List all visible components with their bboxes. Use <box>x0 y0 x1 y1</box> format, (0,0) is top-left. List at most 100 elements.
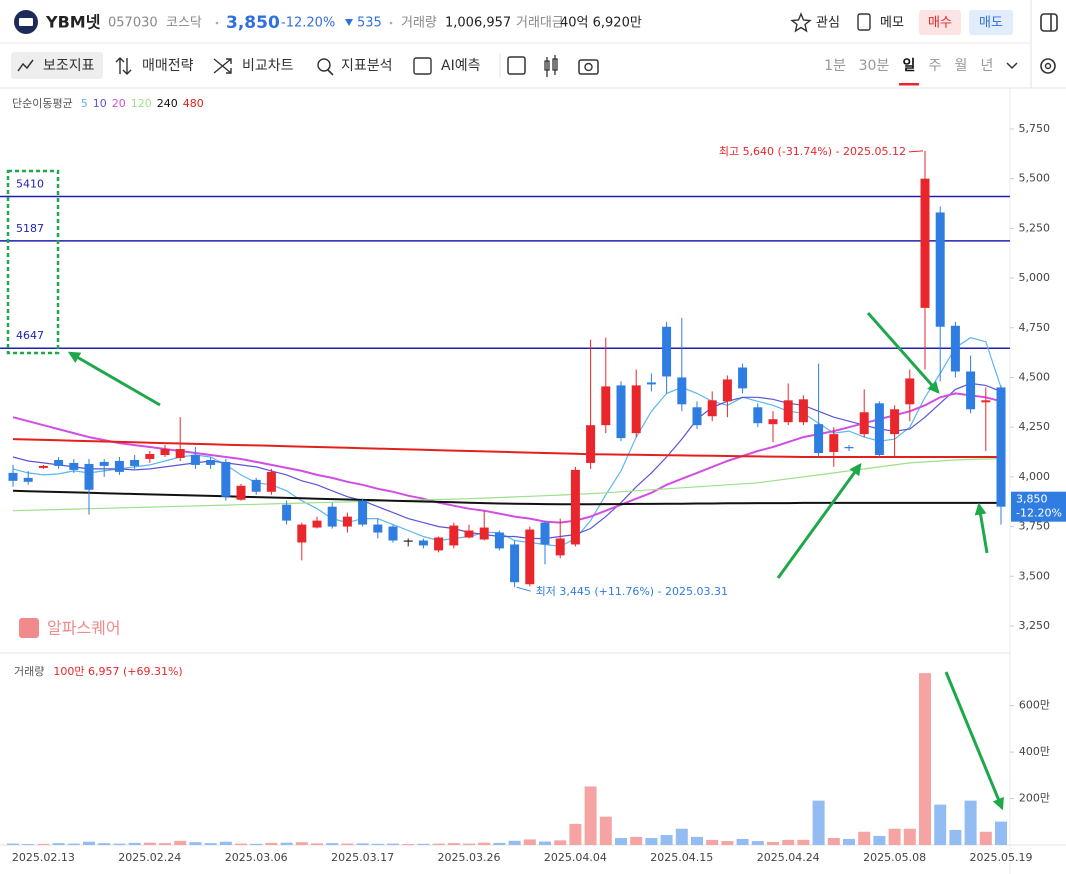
level-label: 4647 <box>16 329 44 342</box>
arrow <box>67 351 161 407</box>
plot: 3,250 3,500 3,750 4,000 4,250 4,500 4,750 5,000… <box>0 97 1066 864</box>
watch-button[interactable]: 관심 <box>816 16 840 31</box>
candle-body <box>829 434 839 453</box>
candle-body <box>403 540 413 542</box>
candle-body <box>251 479 261 492</box>
settings-icon[interactable] <box>1040 58 1056 74</box>
candle-body <box>753 407 763 424</box>
level-label: 5410 <box>16 178 44 191</box>
candle-body <box>920 178 930 308</box>
period-button-active[interactable]: 일 <box>903 58 916 74</box>
buy-button-bg[interactable] <box>919 10 961 35</box>
volume-bar <box>341 843 354 845</box>
x-tick-label: 2025.03.17 <box>331 851 394 864</box>
watermark-icon <box>19 618 39 638</box>
candle-body <box>570 469 580 545</box>
candle-body <box>297 524 307 543</box>
candle-body <box>814 424 824 454</box>
volume-bar <box>447 843 460 845</box>
period-button[interactable]: 월 <box>955 58 968 74</box>
candle-body <box>996 387 1006 507</box>
candle-body <box>221 461 231 497</box>
x-tick-label: 2025.04.04 <box>544 851 607 864</box>
price: 3,850 <box>226 13 280 33</box>
sell-button[interactable]: 매도 <box>979 16 1003 31</box>
drawing-tool[interactable] <box>507 56 526 75</box>
last-price-box <box>1011 491 1066 522</box>
ai-button[interactable]: AI예측 <box>441 58 481 74</box>
separator <box>389 21 393 25</box>
candle-body <box>798 399 808 423</box>
legend-entry: 240 <box>157 97 178 110</box>
screenshot-lens <box>584 62 593 72</box>
high-note: 최고 5,640 (-31.74%) - 2025.05.12 <box>719 145 906 158</box>
legend-entry: 10 <box>93 97 107 110</box>
volume-bar <box>645 838 658 845</box>
candle-body <box>692 407 702 426</box>
period-button[interactable]: 1분 <box>824 58 846 74</box>
settings-icon-center <box>1044 62 1052 70</box>
strategy-button[interactable]: 매매전략 <box>142 58 194 74</box>
annotations <box>6 169 1004 811</box>
volume-bar <box>189 842 202 845</box>
volume-bar <box>554 840 567 845</box>
volume-bar <box>265 842 278 845</box>
panel-icon[interactable] <box>1040 13 1058 32</box>
period-button[interactable]: 30분 <box>859 58 890 74</box>
volume-bar <box>660 835 673 845</box>
volume-bar <box>827 838 840 845</box>
period-button[interactable]: 년 <box>981 58 994 74</box>
ai-icon <box>413 57 432 75</box>
volume-bar <box>219 841 232 845</box>
candle-body <box>312 520 322 528</box>
toolbar: 보조지표 매매전략 비교차트 지표분석 AI예측 1분 30분 일 주 월 년 <box>11 52 1056 86</box>
strategy-icon <box>115 57 132 75</box>
buy-button[interactable]: 매수 <box>928 16 952 31</box>
candle-body <box>282 504 292 521</box>
candle-body <box>8 472 18 481</box>
candle-body <box>418 540 428 546</box>
volume-bar <box>584 786 597 845</box>
period-dropdown[interactable] <box>1006 62 1018 70</box>
change: 535 <box>357 16 382 31</box>
candle-body <box>479 527 489 540</box>
amount-label: 거래대금 <box>516 16 564 31</box>
active-underline <box>899 83 919 86</box>
analysis-button[interactable]: 지표분석 <box>341 58 393 74</box>
volume-bar <box>539 841 551 845</box>
y-tick-label: 600만 <box>1019 699 1050 712</box>
volume-bar <box>113 843 126 845</box>
dashed-box <box>6 169 60 355</box>
arrow <box>974 502 989 554</box>
analysis-icon <box>317 58 331 72</box>
x-tick-label: 2025.05.08 <box>863 851 926 864</box>
screenshot-tool[interactable] <box>578 59 599 75</box>
indicators-button[interactable]: 보조지표 <box>43 58 95 74</box>
candle-body <box>859 412 869 435</box>
memo-button[interactable]: 메모 <box>880 16 904 31</box>
volume: 1,006,957 <box>445 16 511 31</box>
sell-button-bg[interactable] <box>969 10 1013 35</box>
volume-bar <box>569 823 582 845</box>
compare-button[interactable]: 비교차트 <box>242 58 294 74</box>
volume-bar <box>919 673 931 845</box>
chart-type-tool[interactable] <box>544 55 558 77</box>
indicators-bg[interactable] <box>11 52 103 79</box>
volume-bar <box>767 841 779 845</box>
volume-bar <box>235 843 247 845</box>
memo-icon[interactable] <box>857 13 871 31</box>
volume-bar <box>402 844 415 846</box>
volume-bar <box>326 843 339 845</box>
candle-body <box>935 212 945 327</box>
candle-body <box>175 449 185 458</box>
period-button[interactable]: 주 <box>929 58 942 74</box>
volume-bar <box>782 839 795 845</box>
candle-body <box>449 525 459 546</box>
candle-body <box>981 400 991 403</box>
volume-bar <box>387 843 399 845</box>
watch-icon[interactable] <box>790 12 812 33</box>
candle-body <box>722 379 732 402</box>
moving-average <box>12 382 1002 540</box>
candle-body <box>145 453 155 459</box>
last-change: -12.20% <box>1016 507 1062 520</box>
